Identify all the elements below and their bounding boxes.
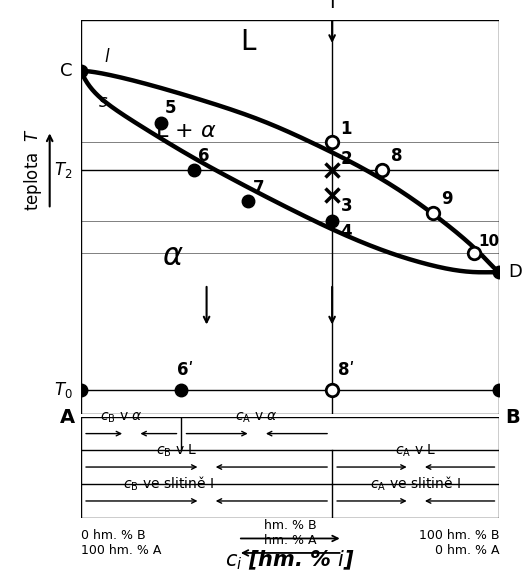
- Text: 100 hm. % B: 100 hm. % B: [419, 529, 499, 542]
- Text: 10: 10: [479, 233, 499, 248]
- Text: 6: 6: [198, 147, 210, 165]
- Text: $c_\mathregular{B}$ v L: $c_\mathregular{B}$ v L: [156, 442, 197, 459]
- Text: C: C: [60, 63, 73, 80]
- Text: $c_\mathregular{B}$ ve slitině I: $c_\mathregular{B}$ ve slitině I: [123, 474, 214, 493]
- Text: D: D: [508, 263, 522, 281]
- Text: $c_\mathregular{A}$ ve slitině I: $c_\mathregular{A}$ ve slitině I: [370, 474, 461, 493]
- Text: A: A: [60, 408, 75, 427]
- Text: 7: 7: [253, 179, 264, 197]
- Text: 0 hm. % B: 0 hm. % B: [81, 529, 146, 542]
- Text: 8ʹ: 8ʹ: [338, 361, 355, 379]
- Text: 8: 8: [391, 147, 402, 165]
- Text: 2: 2: [340, 150, 352, 168]
- Text: teplota  $T$: teplota $T$: [22, 129, 44, 211]
- Text: L + $\alpha$: L + $\alpha$: [155, 120, 217, 141]
- Text: $\alpha$: $\alpha$: [162, 242, 184, 271]
- Text: 5: 5: [165, 99, 176, 117]
- Text: 3: 3: [340, 197, 352, 215]
- Text: hm. % B: hm. % B: [264, 519, 316, 532]
- Text: 1: 1: [340, 120, 352, 138]
- Text: $s$: $s$: [98, 93, 108, 111]
- Text: 0 hm. % A: 0 hm. % A: [435, 544, 499, 556]
- Text: $c_\mathregular{A}$ v L: $c_\mathregular{A}$ v L: [395, 442, 436, 459]
- Text: $c_i$ [hm. % $i$]: $c_i$ [hm. % $i$]: [225, 549, 355, 572]
- Text: 6ʹ: 6ʹ: [177, 361, 194, 379]
- Text: hm. % A: hm. % A: [264, 534, 316, 547]
- Text: $l$: $l$: [104, 47, 110, 65]
- Text: 9: 9: [441, 190, 452, 208]
- Text: 4: 4: [340, 223, 352, 241]
- Text: $c_\mathregular{A}$ v $\alpha$: $c_\mathregular{A}$ v $\alpha$: [235, 411, 278, 426]
- Text: I: I: [329, 0, 335, 12]
- Text: 100 hm. % A: 100 hm. % A: [81, 544, 162, 556]
- Text: $T_0$: $T_0$: [54, 380, 73, 400]
- Text: $c_\mathregular{B}$ v $\alpha$: $c_\mathregular{B}$ v $\alpha$: [100, 411, 143, 426]
- Text: $T_2$: $T_2$: [54, 160, 73, 180]
- Text: L: L: [241, 28, 256, 56]
- Text: B: B: [506, 408, 520, 427]
